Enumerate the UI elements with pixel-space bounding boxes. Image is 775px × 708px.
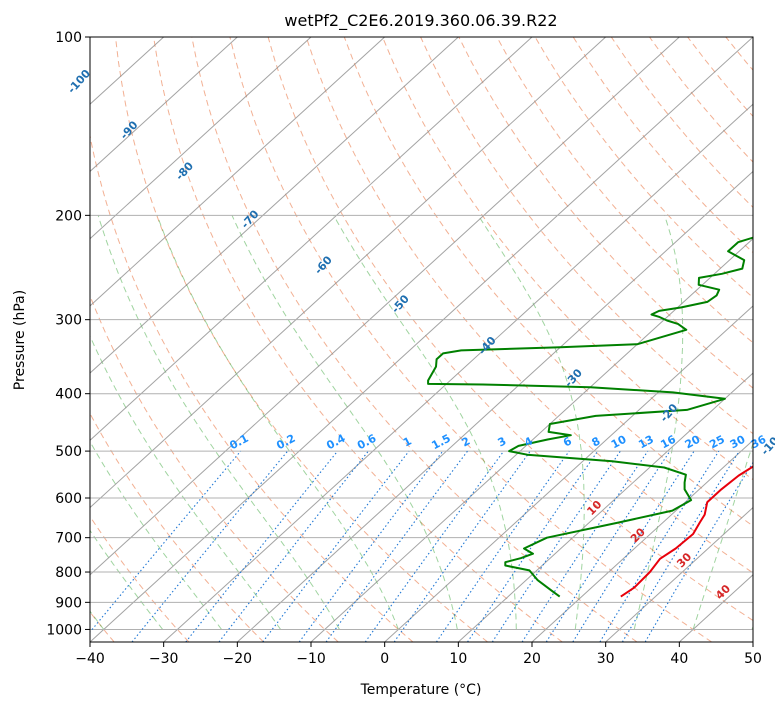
dry-adiabat-line bbox=[90, 133, 414, 642]
dry-adiabat-line bbox=[115, 37, 488, 642]
dry-adiabat-line bbox=[305, 37, 753, 574]
moist-adiabat-line bbox=[97, 215, 340, 630]
mixing-ratio-line bbox=[545, 450, 671, 642]
isotherm-line bbox=[236, 170, 753, 642]
mixing-ratio-line bbox=[521, 450, 649, 642]
y-tick-label: 1000 bbox=[46, 622, 82, 638]
mixing-ratio-line bbox=[572, 450, 695, 642]
mixing-ratio-line bbox=[90, 450, 242, 633]
mixing-ratio-line bbox=[491, 450, 621, 642]
mixing-ratio-line bbox=[467, 450, 599, 642]
x-tick-label: −30 bbox=[149, 651, 179, 667]
dry-adiabat-line bbox=[90, 515, 190, 642]
y-tick-label: 100 bbox=[55, 30, 82, 46]
isotherm-line bbox=[163, 103, 753, 642]
plot-frame bbox=[89, 36, 754, 643]
chart-title: wetPf2_C2E6.2019.360.06.39.R22 bbox=[284, 11, 557, 31]
isotherm-line bbox=[90, 37, 312, 240]
mixing-ratio-label: 25 bbox=[707, 433, 727, 452]
dry-adiabat-line bbox=[267, 37, 753, 622]
mixing-ratio-line bbox=[435, 450, 570, 642]
isotherm-line bbox=[90, 37, 459, 374]
isotherm-line bbox=[384, 305, 753, 642]
x-tick-label: 50 bbox=[744, 651, 762, 667]
x-tick-label: 30 bbox=[597, 651, 615, 667]
dry-adiabat-line bbox=[153, 37, 563, 642]
mixing-ratio-label: 13 bbox=[636, 433, 656, 452]
mixing-ratio-line bbox=[131, 450, 289, 642]
x-tick-label: 10 bbox=[449, 651, 467, 667]
isotherm-line bbox=[90, 37, 386, 307]
dry-adiabat-line bbox=[191, 37, 638, 642]
y-tick-label: 800 bbox=[55, 565, 82, 581]
dewpoint-profile bbox=[427, 236, 753, 598]
isotherm-line bbox=[310, 237, 753, 642]
dry-adiabat-line bbox=[496, 37, 753, 344]
y-tick-label: 600 bbox=[55, 491, 82, 507]
x-tick-label: 0 bbox=[380, 651, 389, 667]
mixing-ratio-line bbox=[298, 450, 444, 642]
isotherm-line bbox=[90, 37, 238, 173]
x-tick-label: 20 bbox=[523, 651, 541, 667]
mixing-ratio-label: 30 bbox=[728, 433, 748, 452]
y-tick-label: 400 bbox=[55, 387, 82, 403]
dry-adiabat-line bbox=[343, 37, 753, 527]
isotherm-line bbox=[531, 439, 753, 642]
y-tick-label: 300 bbox=[55, 313, 82, 329]
y-tick-label: 700 bbox=[55, 531, 82, 547]
dry-adiabat-line bbox=[534, 37, 753, 299]
isotherm-line bbox=[90, 37, 753, 642]
y-tick-label: 900 bbox=[55, 595, 82, 611]
dry-adiabat-line bbox=[420, 37, 753, 435]
isotherm-line bbox=[90, 37, 533, 442]
mixing-ratio-line bbox=[621, 450, 740, 642]
x-tick-label: −20 bbox=[223, 651, 253, 667]
dry-adiabat-line bbox=[458, 37, 753, 389]
mixing-ratio-label: 20 bbox=[683, 433, 703, 452]
x-tick-label: 40 bbox=[670, 651, 688, 667]
mixing-ratio-label: 36 bbox=[749, 433, 769, 452]
dry-adiabat-line bbox=[382, 37, 753, 481]
mixing-ratio-label: 16 bbox=[658, 433, 678, 452]
x-axis-label: Temperature (°C) bbox=[360, 682, 482, 698]
mixing-ratio-line bbox=[393, 450, 531, 642]
x-tick-label: −40 bbox=[75, 651, 105, 667]
dry-adiabat-line bbox=[90, 412, 264, 642]
x-tick-label: −10 bbox=[296, 651, 326, 667]
mixing-ratio-line bbox=[364, 450, 505, 642]
y-axis-label: Pressure (hPa) bbox=[12, 290, 28, 390]
mixing-ratio-line bbox=[262, 450, 410, 642]
isotherm-line bbox=[90, 37, 607, 509]
y-tick-label: 200 bbox=[55, 208, 82, 224]
mixing-ratio-label: 10 bbox=[609, 433, 629, 452]
isotherm-line bbox=[457, 372, 753, 642]
mixing-ratio-line bbox=[185, 450, 339, 642]
mixing-ratio-line bbox=[325, 450, 468, 642]
y-tick-label: 500 bbox=[55, 444, 82, 460]
isotherm-line bbox=[90, 37, 680, 576]
temperature-profile bbox=[620, 465, 753, 598]
isotherm-line bbox=[605, 506, 753, 642]
